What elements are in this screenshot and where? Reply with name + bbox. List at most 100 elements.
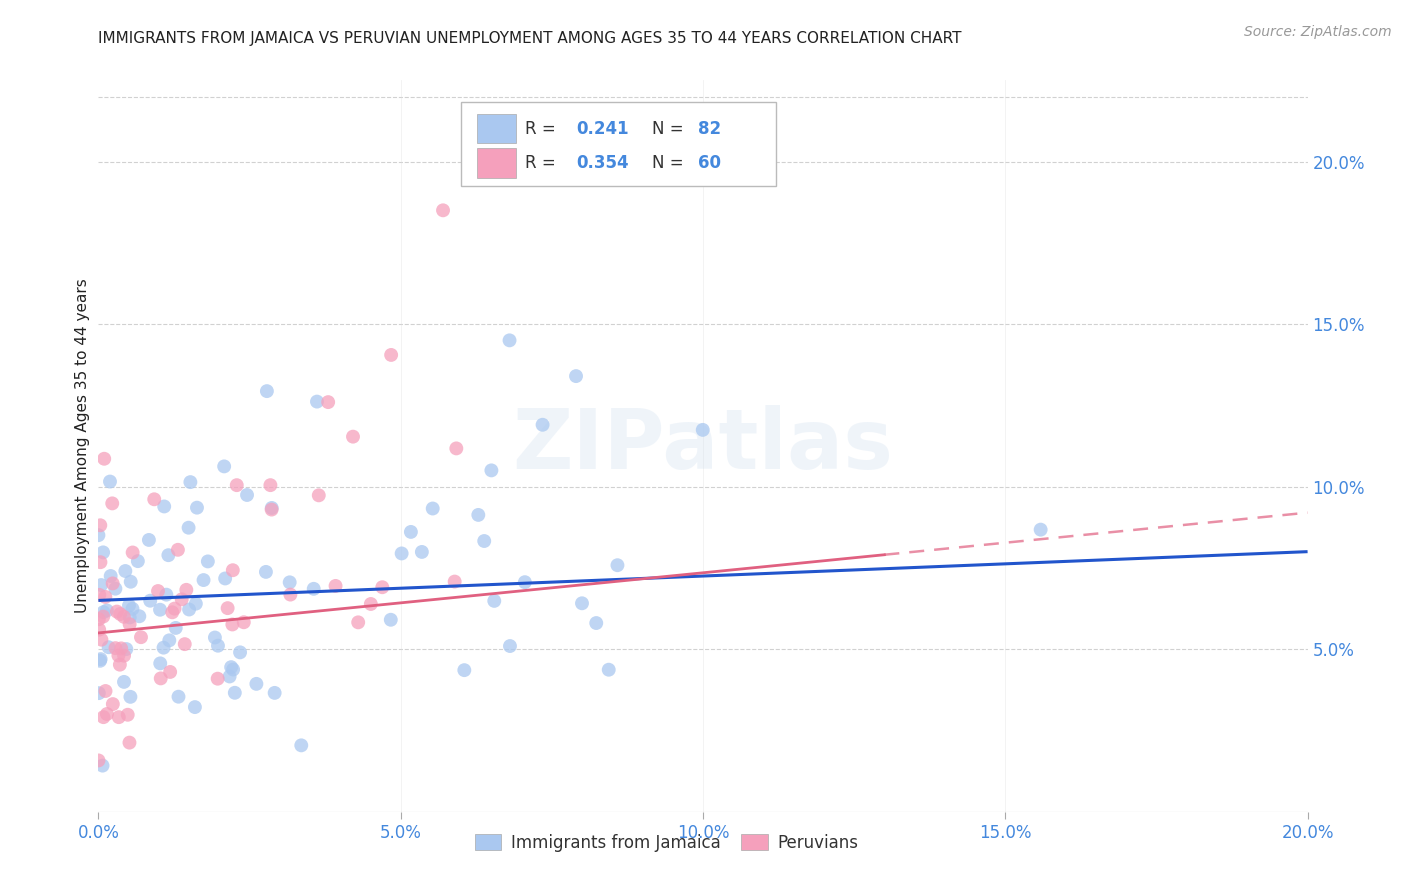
Point bbox=[193, 573, 215, 587]
Text: R =: R = bbox=[526, 154, 561, 172]
Point bbox=[118, 617, 141, 632]
Point bbox=[467, 508, 489, 522]
Point bbox=[121, 602, 143, 616]
Point bbox=[214, 572, 236, 586]
Point bbox=[89, 623, 111, 637]
Point bbox=[585, 615, 607, 630]
Point bbox=[472, 534, 495, 549]
Point bbox=[305, 394, 328, 409]
Point bbox=[360, 597, 382, 611]
Point bbox=[163, 601, 186, 615]
Point bbox=[149, 603, 172, 617]
Point bbox=[112, 609, 135, 624]
Point bbox=[138, 533, 160, 547]
Point bbox=[222, 663, 245, 677]
Text: N =: N = bbox=[652, 120, 689, 137]
Point bbox=[316, 395, 339, 409]
Point bbox=[105, 605, 128, 619]
Point bbox=[120, 690, 142, 704]
Point bbox=[219, 660, 242, 674]
Point bbox=[87, 528, 110, 542]
Point bbox=[221, 617, 243, 632]
Point bbox=[224, 686, 246, 700]
Point bbox=[443, 574, 465, 589]
Point bbox=[96, 706, 118, 721]
Point bbox=[101, 697, 124, 711]
Point bbox=[260, 500, 283, 515]
Point bbox=[117, 707, 139, 722]
Point bbox=[94, 684, 117, 698]
Point bbox=[90, 578, 112, 592]
Point bbox=[432, 203, 454, 218]
Point bbox=[531, 417, 554, 432]
Point bbox=[146, 584, 169, 599]
Point bbox=[173, 637, 195, 651]
Point bbox=[325, 579, 347, 593]
Text: R =: R = bbox=[526, 120, 561, 137]
Point bbox=[155, 588, 177, 602]
Point bbox=[179, 475, 201, 489]
Point bbox=[104, 641, 127, 656]
Point bbox=[176, 582, 198, 597]
Point bbox=[197, 554, 219, 568]
Point bbox=[499, 639, 522, 653]
Point bbox=[98, 475, 121, 489]
Point bbox=[89, 518, 111, 533]
Point bbox=[91, 609, 114, 624]
Point bbox=[391, 546, 413, 560]
Point bbox=[446, 442, 468, 456]
Point bbox=[513, 575, 536, 590]
Point bbox=[453, 663, 475, 677]
Point bbox=[152, 640, 174, 655]
Point bbox=[153, 500, 176, 514]
Point bbox=[165, 621, 187, 635]
Point bbox=[484, 594, 506, 608]
Point bbox=[162, 605, 184, 619]
Point bbox=[207, 639, 229, 653]
Point bbox=[571, 596, 593, 610]
Point bbox=[107, 710, 129, 724]
Point bbox=[149, 657, 172, 671]
FancyBboxPatch shape bbox=[477, 114, 516, 144]
Point bbox=[184, 700, 207, 714]
Point bbox=[280, 588, 302, 602]
Point bbox=[347, 615, 370, 630]
Point bbox=[308, 488, 330, 502]
Point bbox=[89, 654, 111, 668]
Point bbox=[90, 632, 112, 647]
Point bbox=[127, 554, 149, 568]
Point bbox=[87, 612, 110, 626]
Point bbox=[157, 633, 180, 648]
Y-axis label: Unemployment Among Ages 35 to 44 years: Unemployment Among Ages 35 to 44 years bbox=[75, 278, 90, 614]
Point bbox=[1029, 523, 1052, 537]
Point bbox=[692, 423, 714, 437]
Text: 0.241: 0.241 bbox=[576, 120, 628, 137]
Point bbox=[259, 478, 281, 492]
Point bbox=[342, 430, 364, 444]
Point bbox=[222, 563, 245, 577]
Text: 82: 82 bbox=[699, 120, 721, 137]
Point bbox=[115, 642, 138, 657]
Text: Source: ZipAtlas.com: Source: ZipAtlas.com bbox=[1244, 25, 1392, 39]
Point bbox=[411, 545, 433, 559]
Point bbox=[97, 640, 120, 655]
Point bbox=[120, 574, 142, 589]
Point bbox=[177, 602, 200, 616]
Point bbox=[114, 564, 136, 578]
Point bbox=[186, 500, 208, 515]
Point bbox=[118, 599, 141, 613]
Point bbox=[565, 369, 588, 384]
Point bbox=[263, 686, 285, 700]
Point bbox=[498, 334, 520, 348]
Text: IMMIGRANTS FROM JAMAICA VS PERUVIAN UNEMPLOYMENT AMONG AGES 35 TO 44 YEARS CORRE: IMMIGRANTS FROM JAMAICA VS PERUVIAN UNEM… bbox=[98, 31, 962, 46]
Text: 0.354: 0.354 bbox=[576, 154, 628, 172]
Point bbox=[225, 478, 247, 492]
Point bbox=[254, 565, 277, 579]
Point bbox=[107, 648, 129, 663]
Point bbox=[232, 615, 254, 630]
Point bbox=[170, 592, 193, 607]
Point bbox=[112, 674, 135, 689]
Point bbox=[91, 758, 114, 772]
Point bbox=[422, 501, 444, 516]
Point bbox=[598, 663, 620, 677]
